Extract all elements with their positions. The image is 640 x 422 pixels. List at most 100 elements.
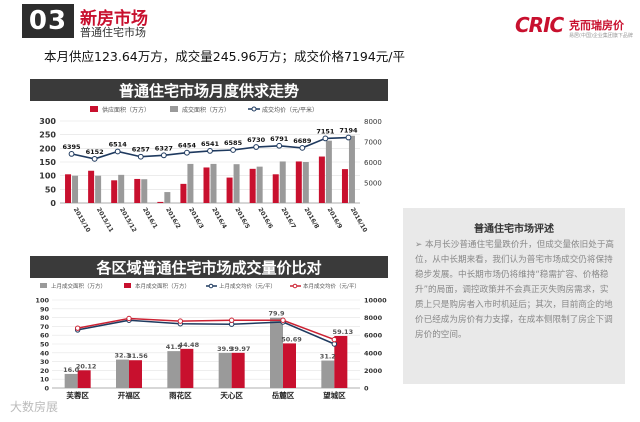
prev-area-bar [321,360,335,388]
curr-area-bar [129,360,142,388]
curr-value-label: 59.13 [333,328,354,336]
prev-area-bar [218,352,232,388]
x-tick: 2016/10 [349,207,369,234]
y-left-tick: 300 [39,117,56,126]
price-point [207,148,213,154]
deal-bar [72,175,79,203]
y-right-tick: 0 [364,385,369,393]
price-point [184,149,190,156]
x-tick: 望城区 [323,390,346,400]
price-point [299,144,306,151]
price-point [160,152,167,159]
curr-area-bar [77,370,91,388]
supply-bar [111,180,118,203]
price-label: 6257 [132,146,150,154]
deal-bar [302,162,309,203]
x-tick: 2016/3 [187,207,205,230]
y-right-tick: 4000 [364,349,383,357]
prev-area-bar [116,359,129,388]
y-left-tick: 100 [35,297,49,305]
y-left-tick: 0 [44,385,49,393]
deal-bar [279,161,286,203]
price-label: 6395 [62,143,81,151]
supply-bar [157,201,164,203]
x-tick: 2015/10 [72,207,92,234]
bullet-icon: ➢ [415,240,423,250]
y-left-tick: 100 [39,172,56,181]
deal-bar [187,163,194,203]
curr-value-label: 50.69 [281,335,302,343]
x-tick: 2016/5 [233,207,251,230]
price-point [276,142,283,149]
price-point [68,151,75,157]
chart1-title: 普通住宅市场月度供求走势 [30,79,388,101]
legend-marker [292,283,298,289]
watermark-text: 大数房展 [10,400,59,414]
price-label: 6585 [224,139,243,147]
y-right-tick: 6000 [364,332,383,340]
legend-swatch [40,283,47,288]
price-label: 6327 [155,144,173,152]
curr-value-label: 20.12 [76,362,97,370]
x-tick: 2016/6 [256,207,274,230]
cric-logo: CRIC 克而瑞房价 易居(中国)企业集团旗下品牌 [515,13,633,44]
x-tick: 芙蓉区 [66,390,89,400]
legend-label: 成交均价（元/平米） [262,106,318,114]
x-tick: 2016/8 [303,207,321,230]
deal-bar [348,135,355,203]
deal-bar [233,164,240,203]
prev-area-bar [64,373,78,388]
commentary-panel: 普通住宅市场评述 ➢ 本月长沙普通住宅量跌价升，但成交量依旧处于高位，从中长期来… [403,208,625,384]
x-tick: 2016/2 [164,207,182,230]
y-left-tick: 200 [39,144,56,153]
deal-bar [95,175,102,203]
y-left-tick: 90 [40,305,50,313]
supply-bar [65,174,72,203]
x-tick: 开福区 [118,390,141,400]
deal-bar [210,163,217,203]
commentary-body: 本月长沙普通住宅量跌价升，但成交量依旧处于高位，从中长期来看，我们认为普宅市场成… [415,240,615,340]
x-tick: 天心区 [220,390,243,400]
logo-word: CRIC [515,13,564,37]
y-left-tick: 50 [45,185,57,194]
price-label: 7194 [339,127,358,135]
y-left-tick: 30 [40,358,50,366]
prev-value-label: 79.9 [268,310,285,318]
legend-label: 上月成交面积（万方） [51,282,106,290]
curr-price-point [331,336,338,343]
prev-price-line [77,319,335,345]
deal-bar [164,192,171,203]
curr-area-bar [180,348,194,388]
price-point [322,135,329,142]
legend-swatch [124,283,131,288]
prev-value-label: 32.3 [114,352,130,360]
price-point [230,147,236,153]
deal-bar [325,140,332,203]
prev-price-point [331,341,338,347]
legend-label: 供应面积（万方） [102,106,150,114]
x-tick: 2016/1 [141,207,159,230]
curr-price-point [228,317,235,323]
curr-value-label: 44.48 [179,341,200,349]
legend-swatch [90,106,98,112]
logo-cn: 克而瑞房价 [569,19,624,32]
y-left-tick: 20 [40,367,50,375]
curr-price-point [126,315,132,322]
section-number-badge: 03 [22,4,74,38]
supply-bar [88,170,95,203]
curr-price-point [74,325,81,331]
supply-bar [295,161,302,203]
legend-label: 本月成交面积（万方） [135,282,190,290]
supply-bar [134,178,141,203]
y-right-tick: 5000 [364,180,382,188]
supply-bar [249,168,256,203]
price-label: 6152 [86,148,104,156]
chart2-district-compare: 上月成交面积（万方） 本月成交面积（万方） 上月成交均价（元/平） 本月成交均价（元/… [35,282,387,400]
price-label: 6791 [270,135,289,143]
x-tick: 2016/9 [326,207,344,230]
supply-bar [318,156,325,203]
curr-area-bar [283,343,296,388]
y-left-tick: 150 [39,158,56,167]
x-tick: 雨花区 [169,390,192,400]
y-left-tick: 80 [40,314,50,322]
